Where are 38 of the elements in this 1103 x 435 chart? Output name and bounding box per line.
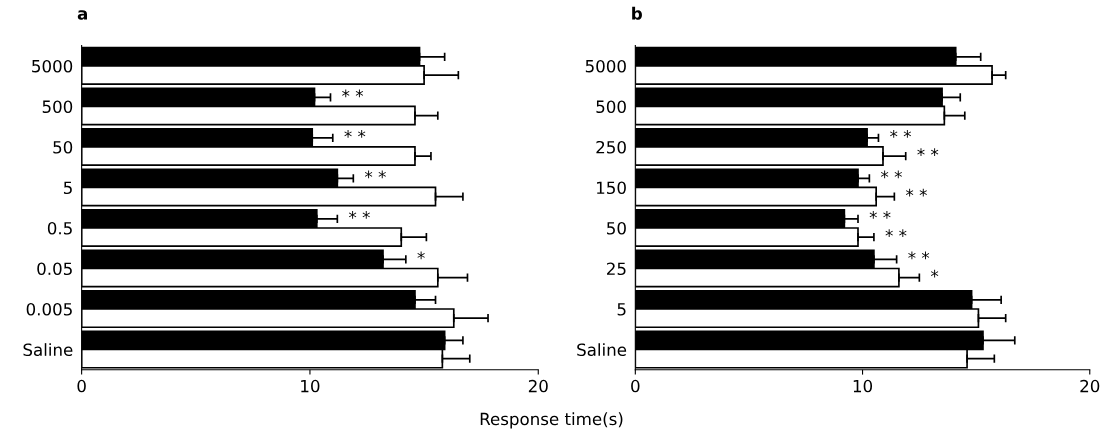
y-tick-label: 5000 bbox=[585, 59, 626, 73]
y-tick-label: 50 bbox=[53, 140, 73, 154]
x-tick-label: 0 bbox=[631, 379, 640, 393]
annotation: * bbox=[930, 269, 939, 278]
annotation: * * bbox=[908, 251, 930, 260]
annotation: * * bbox=[880, 170, 902, 179]
x-tick-label: 10 bbox=[853, 379, 873, 393]
y-tick-label: Saline bbox=[23, 343, 73, 357]
y-tick-label: 250 bbox=[596, 140, 626, 154]
x-tick-label: 20 bbox=[1080, 379, 1100, 393]
x-tick-label: 10 bbox=[301, 379, 320, 393]
annotation: * * bbox=[890, 130, 912, 138]
y-tick-label: 5 bbox=[617, 303, 626, 316]
x-tick-label: 0 bbox=[77, 379, 86, 393]
y-tick-label: 5000 bbox=[32, 59, 73, 73]
annotation: * * bbox=[869, 211, 891, 219]
y-tick-label: 500 bbox=[596, 100, 626, 114]
annotation: * bbox=[417, 251, 425, 260]
annotation: * * bbox=[364, 170, 386, 179]
y-tick-label: 50 bbox=[607, 221, 626, 235]
y-tick-label: 0.005 bbox=[26, 302, 72, 316]
chart-title: b bbox=[632, 6, 642, 20]
annotation: * * bbox=[348, 211, 370, 219]
annotation: * * bbox=[344, 130, 366, 138]
y-tick-label: Saline bbox=[577, 343, 627, 357]
y-tick-label: 25 bbox=[607, 262, 626, 276]
y-tick-label: 150 bbox=[597, 181, 626, 195]
x-axis-title: Response time(s) bbox=[480, 412, 623, 429]
y-tick-label: 5 bbox=[63, 181, 72, 195]
y-tick-label: 0.05 bbox=[37, 262, 72, 276]
x-tick-label: 20 bbox=[528, 379, 548, 393]
y-tick-label: 0.5 bbox=[47, 221, 72, 235]
annotation: * * bbox=[885, 229, 907, 237]
annotation: * * bbox=[905, 188, 927, 197]
annotation: * * bbox=[342, 89, 364, 98]
chart-title: a bbox=[77, 10, 87, 20]
annotation: * * bbox=[917, 148, 939, 156]
y-tick-label: 500 bbox=[42, 100, 73, 114]
